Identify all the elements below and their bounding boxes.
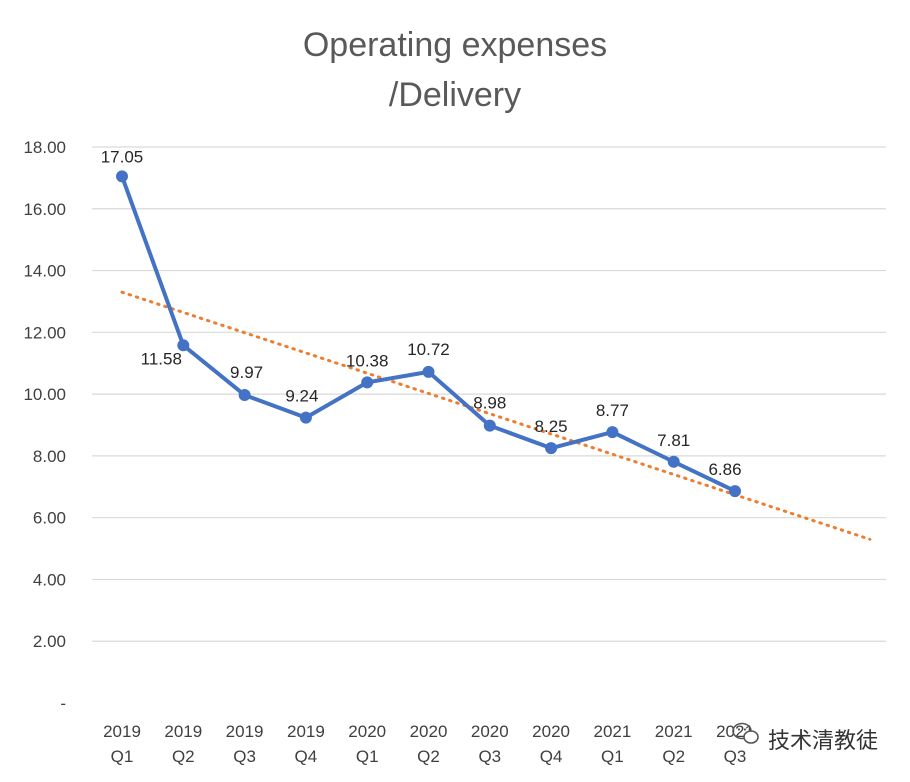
x-tick-label-3-year: 2019	[287, 722, 325, 741]
data-label-5: 10.72	[407, 340, 450, 359]
data-point-8	[606, 426, 619, 439]
x-tick-label-8-quarter: Q1	[601, 747, 624, 766]
chart-title-line-2: /Delivery	[389, 76, 521, 114]
x-tick-label-5-quarter: Q2	[417, 747, 440, 766]
data-label-6: 8.98	[473, 394, 506, 413]
trendline	[120, 290, 872, 541]
x-tick-label-9-quarter: Q2	[662, 747, 685, 766]
data-point-2	[238, 389, 251, 402]
data-label-10: 6.86	[708, 460, 741, 479]
data-point-1	[177, 339, 190, 352]
data-point-0	[116, 170, 128, 183]
data-label-9: 7.81	[657, 431, 690, 450]
y-tick-label-9: 18.00	[23, 138, 66, 157]
x-tick-label-6-quarter: Q3	[478, 747, 501, 766]
x-tick-label-1-quarter: Q2	[172, 747, 195, 766]
y-tick-label-6: 12.00	[23, 323, 66, 342]
series-line	[120, 175, 736, 493]
x-axis: 2019 Q1 2019 Q2 2019 Q3 2019 Q4 2020 Q1 2020 Q2 2020…	[103, 722, 754, 766]
x-tick-label-1-year: 2019	[164, 722, 202, 741]
data-label-4: 10.38	[346, 351, 389, 370]
x-tick-label-9-year: 2021	[655, 722, 693, 741]
watermark: 技术清教徒	[732, 722, 878, 753]
data-labels: 17.05 11.58 9.97 9.24 10.38 10.72 8.98 8.25 8.77…	[101, 147, 742, 479]
x-tick-label-2-year: 2019	[226, 722, 264, 741]
watermark-text: 技术清教徒	[768, 728, 878, 753]
y-tick-label-8: 16.00	[23, 200, 66, 219]
data-point-7	[545, 442, 558, 455]
x-tick-label-7-quarter: Q4	[540, 747, 563, 766]
x-tick-label-4-quarter: Q1	[356, 747, 379, 766]
y-tick-label-5: 10.00	[23, 385, 66, 404]
x-tick-label-8-year: 2021	[593, 722, 631, 741]
y-axis: - 2.00 4.00 6.00 8.00 10.00 12.00 14.00 16.00 18.…	[23, 138, 66, 713]
series-markers	[116, 170, 741, 498]
data-point-9	[667, 455, 680, 468]
data-point-5	[422, 365, 435, 378]
data-point-10	[729, 485, 741, 498]
x-tick-label-4-year: 2020	[348, 722, 386, 741]
chart-title: Operating expenses /Delivery	[303, 26, 607, 114]
chart-title-line-1: Operating expenses	[303, 26, 607, 64]
x-tick-label-2-quarter: Q3	[233, 747, 256, 766]
wechat-icon	[732, 722, 759, 744]
x-tick-label-0-year: 2019	[103, 722, 141, 741]
x-tick-label-10-quarter: Q3	[724, 747, 747, 766]
gridlines	[92, 146, 886, 642]
x-tick-label-7-year: 2020	[532, 722, 570, 741]
data-label-1: 11.58	[141, 349, 182, 368]
y-tick-label-3: 6.00	[33, 509, 66, 528]
y-tick-label-4: 8.00	[33, 447, 66, 466]
x-tick-label-6-year: 2020	[471, 722, 509, 741]
y-tick-label-7: 14.00	[23, 262, 66, 281]
y-tick-label-2: 4.00	[33, 570, 66, 589]
data-label-7: 8.25	[535, 417, 568, 436]
data-label-2: 9.97	[230, 363, 263, 382]
x-tick-label-5-year: 2020	[410, 722, 448, 741]
data-label-8: 8.77	[596, 401, 629, 420]
x-tick-label-3-quarter: Q4	[295, 747, 318, 766]
data-point-4	[361, 376, 374, 389]
y-tick-label-1: 2.00	[33, 632, 66, 651]
y-tick-label-0: -	[60, 694, 66, 713]
data-point-6	[483, 419, 496, 432]
data-label-0: 17.05	[101, 147, 144, 166]
data-point-3	[299, 411, 312, 424]
data-label-3: 9.24	[285, 387, 318, 406]
x-tick-label-0-quarter: Q1	[111, 747, 134, 766]
